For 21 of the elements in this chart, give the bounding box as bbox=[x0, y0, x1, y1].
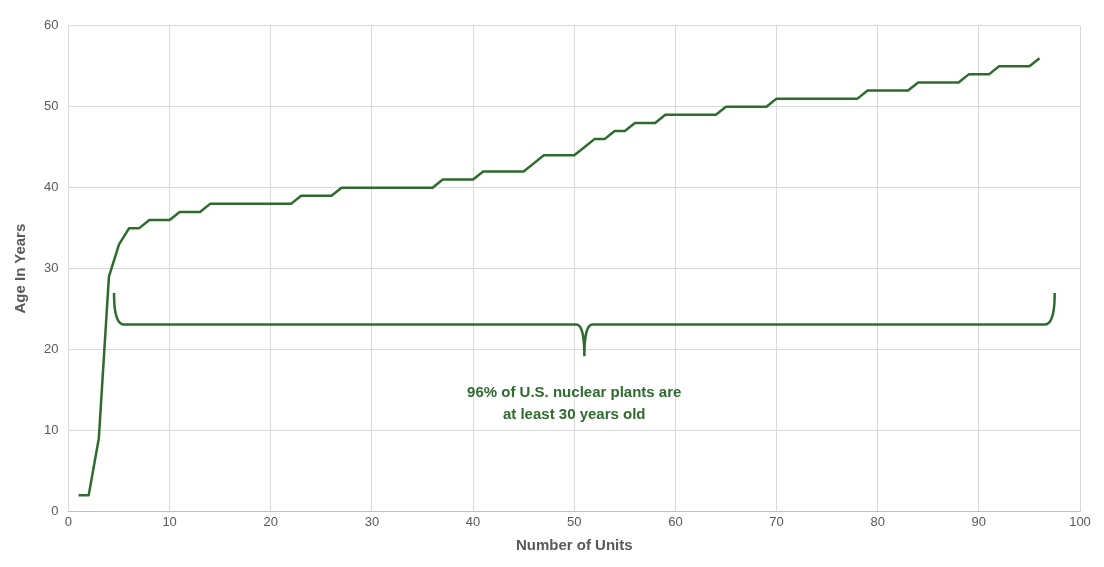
x-tick-label: 90 bbox=[971, 513, 987, 529]
x-tick-label: 0 bbox=[64, 513, 73, 529]
x-tick-label: 60 bbox=[668, 513, 683, 529]
x-tick-label: 70 bbox=[769, 513, 784, 529]
y-tick-label: 10 bbox=[43, 422, 59, 438]
x-tick-label: 10 bbox=[162, 513, 177, 529]
x-tick-label: 100 bbox=[1069, 513, 1091, 529]
annotation: 96% of U.S. nuclear plants are at least 30 years old bbox=[467, 382, 682, 422]
y-axis-title: Age In Years bbox=[11, 223, 29, 314]
x-tick-label: 40 bbox=[465, 513, 481, 529]
y-tick-label: 20 bbox=[43, 341, 59, 357]
y-tick-label: 60 bbox=[43, 17, 59, 33]
x-tick-label: 20 bbox=[263, 513, 278, 529]
y-tick-label: 40 bbox=[43, 179, 59, 195]
x-tick-label: 80 bbox=[870, 513, 885, 529]
y-tick-label: 30 bbox=[43, 260, 59, 276]
x-tick-label: 30 bbox=[364, 513, 380, 529]
x-axis-title: Number of Units bbox=[515, 536, 633, 554]
y-tick-label: 0 bbox=[51, 502, 59, 518]
y-tick-label: 50 bbox=[43, 98, 59, 114]
x-tick-label: 50 bbox=[567, 513, 582, 529]
